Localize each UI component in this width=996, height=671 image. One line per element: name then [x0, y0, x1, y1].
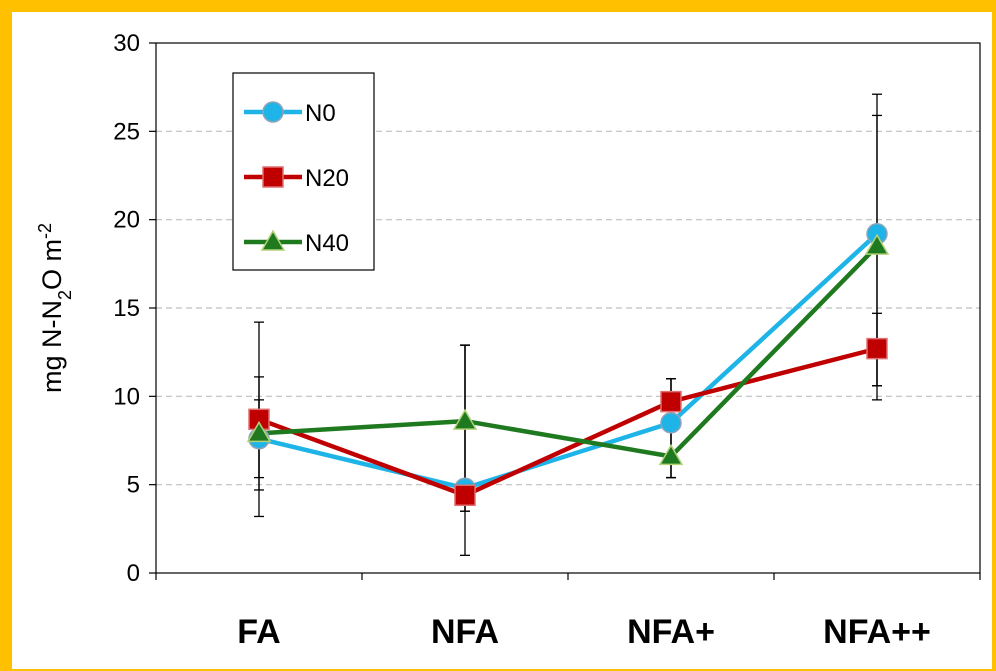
grid-lines	[156, 130, 980, 486]
data-point-N20	[660, 390, 682, 413]
legend-label-N0: N0	[305, 100, 336, 127]
data-point-N40	[246, 420, 272, 443]
y-tick-label: 10	[113, 383, 140, 410]
legend-box	[232, 72, 375, 271]
legend-marker-N40	[260, 229, 286, 251]
x-tick-label: NFA+	[627, 613, 715, 651]
x-tick-label: NFA	[431, 613, 499, 651]
y-tick-label: 5	[127, 472, 140, 499]
data-point-N40	[864, 233, 890, 255]
legend-marker-N0	[262, 101, 284, 123]
legend-marker-N20	[262, 166, 284, 188]
series-line-N20	[258, 346, 878, 498]
data-point-N20	[454, 484, 476, 507]
legend: N0 N20 N40	[232, 72, 375, 271]
y-tick-label: 30	[113, 30, 140, 57]
data-point-N40	[452, 408, 478, 430]
x-tick-label: FA	[237, 613, 280, 651]
series-lines	[258, 232, 879, 498]
series-line-N40	[258, 244, 879, 459]
y-tick-label: 15	[113, 295, 140, 322]
y-tick-label: 25	[113, 118, 140, 145]
data-point-N20	[866, 337, 888, 360]
y-tick-label: 0	[127, 560, 140, 587]
x-tick-label: NFA++	[823, 613, 931, 651]
data-point-N40	[658, 443, 684, 466]
y-tick-label: 20	[113, 207, 140, 234]
legend-label-N20: N20	[305, 165, 349, 192]
y-axis-label: mg N-N2O m-2	[35, 223, 75, 393]
x-tick-labels: FA NFA NFA+ NFA++	[237, 613, 931, 651]
axes	[149, 42, 981, 580]
y-tick-labels: 0 5 10 15 20 25 30	[113, 30, 140, 587]
legend-label-N40: N40	[305, 230, 349, 257]
data-point-N0	[660, 412, 682, 434]
series-markers	[246, 223, 890, 507]
series-line-N0	[258, 232, 879, 491]
